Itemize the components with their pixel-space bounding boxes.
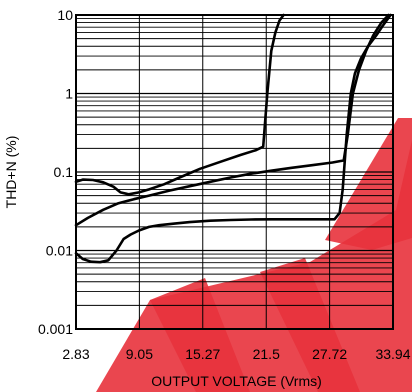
watermark-shape	[150, 278, 250, 392]
x-tick-label: 21.5	[253, 346, 280, 362]
x-axis-title: OUTPUT VOLTAGE (Vrms)	[151, 373, 322, 389]
series-line-3	[74, 13, 392, 264]
grid	[75, 15, 394, 330]
series-line-2	[74, 13, 390, 227]
x-tick-label: 9.05	[126, 346, 153, 362]
plot-frame	[75, 14, 394, 330]
y-tick-label: 1	[65, 86, 73, 102]
x-tick-label: 15.27	[185, 346, 220, 362]
y-tick-label: 0.1	[54, 164, 74, 180]
y-tick-label: 0.001	[38, 321, 73, 337]
y-tick-label: 10	[57, 7, 73, 23]
y-tick-labels: 0.001 0.01 0.1 1 10	[38, 7, 73, 337]
x-tick-label: 2.83	[62, 346, 89, 362]
x-tick-label: 27.72	[312, 346, 347, 362]
y-tick-label: 0.01	[46, 243, 73, 259]
series-group	[74, 13, 392, 264]
x-tick-labels: 2.83 9.05 15.27 21.5 27.72 33.94	[62, 346, 410, 362]
x-tick-label: 33.94	[375, 346, 410, 362]
series-line-1	[74, 13, 285, 196]
y-axis-title: THD+N (%)	[3, 136, 19, 209]
